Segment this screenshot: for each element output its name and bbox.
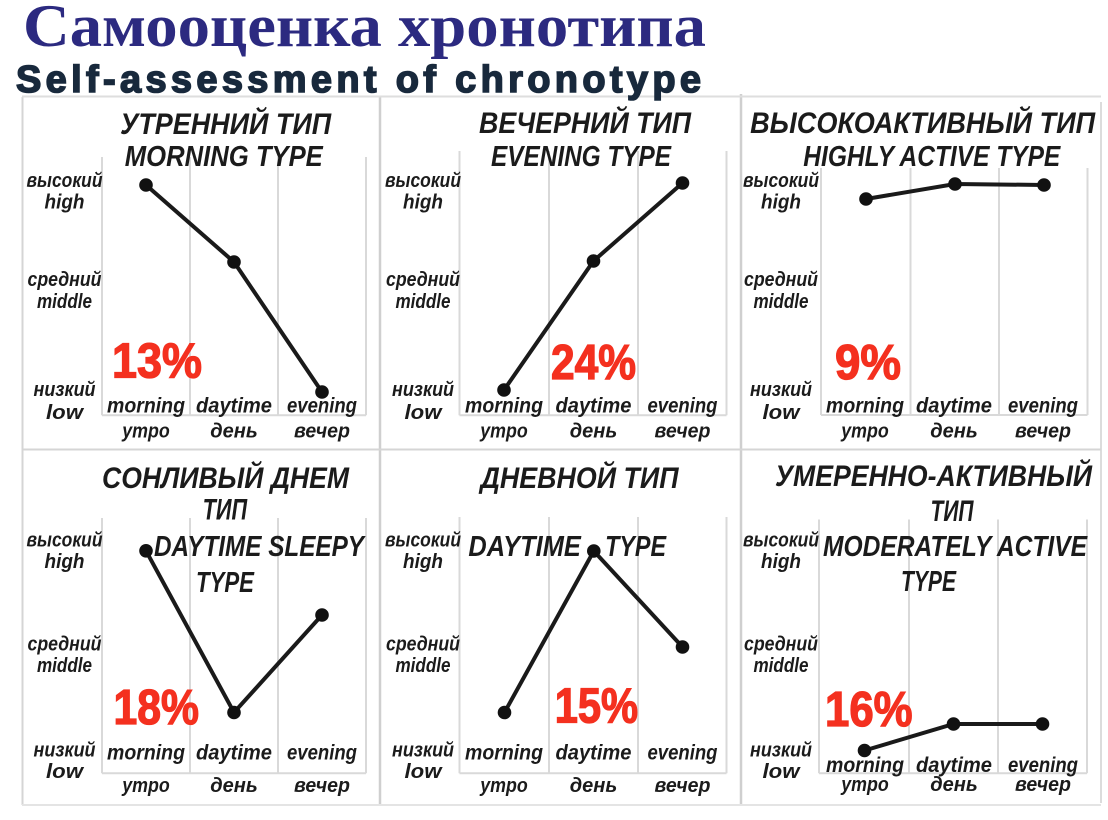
svg-text:morning: morning [465, 741, 543, 765]
svg-text:15%: 15% [555, 680, 638, 734]
svg-text:вечер: вечер [1015, 773, 1071, 796]
svg-text:высокий: высокий [385, 530, 461, 552]
svg-text:вечер: вечер [294, 420, 350, 443]
svg-text:высокий: высокий [743, 170, 819, 192]
svg-text:утро: утро [121, 774, 169, 797]
svg-text:high: high [403, 551, 443, 573]
svg-text:УТРЕННИЙ ТИП: УТРЕННИЙ ТИП [120, 106, 332, 141]
svg-text:daytime: daytime [916, 753, 992, 777]
svg-text:high: high [761, 551, 801, 573]
svg-text:высокий: высокий [743, 530, 819, 552]
svg-text:morning: morning [107, 741, 185, 765]
svg-text:EVENING TYPE: EVENING TYPE [491, 141, 672, 173]
svg-text:daytime: daytime [196, 741, 272, 765]
svg-text:high: high [403, 192, 443, 214]
svg-text:low: low [405, 761, 444, 783]
svg-text:средний: средний [744, 634, 818, 656]
svg-text:low: low [763, 761, 802, 783]
svg-text:daytime: daytime [556, 394, 632, 418]
svg-text:день: день [210, 774, 258, 797]
svg-text:день: день [210, 420, 258, 443]
svg-text:evening: evening [287, 394, 357, 418]
svg-text:низкий: низкий [392, 379, 454, 401]
svg-text:высокий: высокий [27, 530, 103, 552]
svg-text:low: low [46, 402, 85, 424]
svg-text:TYPE: TYPE [196, 567, 255, 599]
svg-text:TYPE: TYPE [901, 566, 957, 598]
svg-text:средний: средний [28, 269, 102, 291]
svg-text:middle: middle [396, 291, 451, 313]
svg-text:утро: утро [479, 420, 527, 443]
svg-text:9%: 9% [835, 336, 901, 390]
svg-text:ДНЕВНОЙ ТИП: ДНЕВНОЙ ТИП [478, 460, 680, 495]
svg-text:вечер: вечер [294, 774, 350, 797]
svg-text:вечер: вечер [655, 774, 711, 797]
svg-text:низкий: низкий [750, 740, 812, 762]
svg-text:DAYTIME: DAYTIME [468, 531, 582, 563]
svg-text:утро: утро [479, 774, 527, 797]
svg-text:СОНЛИВЫЙ ДНЕМ: СОНЛИВЫЙ ДНЕМ [102, 460, 350, 495]
svg-text:вечер: вечер [655, 420, 711, 443]
svg-text:средний: средний [386, 634, 460, 656]
svg-text:daytime: daytime [196, 394, 272, 418]
svg-text:день: день [930, 773, 978, 796]
svg-text:evening: evening [1008, 753, 1078, 777]
svg-text:день: день [930, 420, 978, 443]
svg-text:evening: evening [287, 741, 357, 765]
svg-text:evening: evening [648, 394, 718, 418]
svg-text:low: low [763, 402, 802, 424]
svg-text:HIGHLY ACTIVE TYPE: HIGHLY ACTIVE TYPE [803, 141, 1061, 173]
svg-text:высокий: высокий [27, 170, 103, 192]
svg-text:middle: middle [37, 655, 92, 677]
svg-text:средний: средний [744, 269, 818, 291]
svg-text:24%: 24% [551, 336, 636, 390]
svg-text:high: high [761, 192, 801, 214]
svg-text:morning: morning [826, 753, 904, 777]
svg-text:daytime: daytime [916, 394, 992, 418]
svg-text:ТИП: ТИП [931, 495, 975, 528]
svg-text:middle: middle [396, 655, 451, 677]
svg-text:18%: 18% [114, 681, 200, 735]
svg-text:low: low [405, 402, 444, 424]
svg-text:morning: morning [826, 394, 904, 418]
svg-text:high: high [45, 551, 85, 573]
svg-text:утро: утро [121, 420, 169, 443]
svg-text:день: день [570, 420, 618, 443]
svg-text:morning: morning [107, 394, 185, 418]
svg-text:утро: утро [840, 773, 888, 796]
svg-text:middle: middle [754, 291, 809, 313]
svg-text:Самооценка хронотипа: Самооценка хронотипа [23, 0, 706, 59]
svg-text:УМЕРЕННО-АКТИВНЫЙ: УМЕРЕННО-АКТИВНЫЙ [775, 458, 1093, 493]
svg-text:daytime: daytime [556, 741, 632, 765]
svg-text:evening: evening [648, 741, 718, 765]
svg-text:ВЕЧЕРНИЙ ТИП: ВЕЧЕРНИЙ ТИП [479, 105, 692, 140]
svg-text:средний: средний [386, 269, 460, 291]
svg-text:evening: evening [1008, 394, 1078, 418]
svg-text:утро: утро [840, 420, 888, 443]
svg-text:вечер: вечер [1015, 420, 1071, 443]
svg-text:MODERATELY ACTIVE: MODERATELY ACTIVE [823, 531, 1088, 563]
svg-text:ТИП: ТИП [203, 493, 249, 526]
svg-text:низкий: низкий [750, 379, 812, 401]
svg-text:низкий: низкий [392, 740, 454, 762]
svg-text:morning: morning [465, 394, 543, 418]
svg-text:high: high [45, 192, 85, 214]
svg-text:DAYTIME SLEEPY: DAYTIME SLEEPY [154, 531, 366, 563]
svg-text:Self-assessment of chronotype: Self-assessment of chronotype [16, 59, 703, 101]
svg-text:MORNING TYPE: MORNING TYPE [125, 141, 324, 173]
svg-text:16%: 16% [825, 683, 913, 737]
svg-text:низкий: низкий [34, 379, 96, 401]
svg-text:13%: 13% [112, 335, 202, 389]
svg-text:высокий: высокий [385, 170, 461, 192]
svg-text:middle: middle [37, 291, 92, 313]
svg-text:низкий: низкий [34, 740, 96, 762]
svg-text:средний: средний [28, 634, 102, 656]
svg-text:день: день [570, 774, 618, 797]
svg-text:low: low [46, 761, 85, 783]
svg-text:TYPE: TYPE [605, 531, 667, 563]
svg-text:middle: middle [754, 655, 809, 677]
svg-text:ВЫСОКОАКТИВНЫЙ ТИП: ВЫСОКОАКТИВНЫЙ ТИП [750, 105, 1096, 140]
